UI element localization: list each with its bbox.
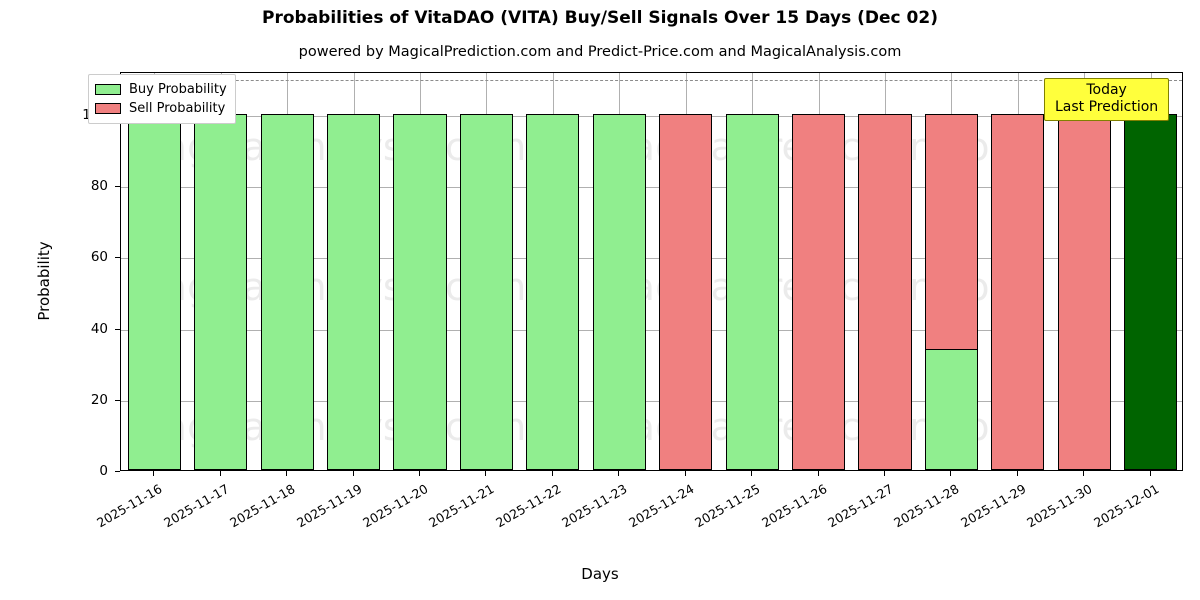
bar-buy [194, 113, 248, 470]
legend-item-sell: Sell Probability [95, 99, 227, 118]
x-axis-tick-mark [685, 471, 686, 476]
x-axis-tick-mark [286, 471, 287, 476]
x-axis-tick-mark [419, 471, 420, 476]
x-axis-tick-mark [751, 471, 752, 476]
legend-item-buy: Buy Probability [95, 80, 227, 99]
x-axis-tick-mark [1017, 471, 1018, 476]
bar-sell [792, 113, 846, 470]
y-axis-tick-label: 60 [90, 249, 108, 266]
bar-sell [991, 113, 1045, 470]
gridline-horizontal [121, 400, 1182, 402]
today-callout-line2: Last Prediction [1055, 99, 1159, 115]
bar-buy [725, 113, 779, 470]
bar-today [1124, 113, 1178, 470]
gridline-horizontal [121, 187, 1182, 188]
y-axis-tick-mark [115, 328, 120, 330]
page-title: Probabilities of VitaDAO (VITA) Buy/Sell… [262, 8, 938, 28]
x-axis-tick-mark [1150, 471, 1151, 476]
gridline-horizontal [121, 329, 1182, 331]
y-axis-title: Probability [35, 241, 53, 321]
legend-label-buy: Buy Probability [129, 82, 227, 97]
bar-sell [858, 113, 912, 470]
x-axis-tick-mark [1083, 471, 1084, 476]
bar-buy [326, 113, 381, 470]
chart-subtitle: powered by MagicalPrediction.com and Pre… [298, 44, 902, 60]
today-callout-line1: Today [1086, 82, 1127, 98]
x-axis-tick-mark [818, 471, 819, 476]
x-axis-tick-mark [353, 471, 354, 476]
y-axis-tick-mark [115, 399, 120, 401]
legend-swatch-sell-icon [95, 103, 121, 114]
x-axis-tick-mark [884, 471, 885, 476]
gridline-horizontal [121, 258, 1182, 260]
bar-sell [659, 113, 713, 470]
legend-swatch-buy-icon [95, 84, 121, 95]
gridline-horizontal [121, 115, 1182, 117]
x-axis-tick-mark [950, 471, 951, 476]
legend: Buy Probability Sell Probability [88, 74, 236, 124]
bar-sell [1057, 113, 1111, 470]
y-axis-tick-label: 40 [90, 320, 108, 337]
legend-label-sell: Sell Probability [129, 101, 226, 116]
y-axis-tick-mark [115, 471, 120, 472]
bar-buy [924, 348, 979, 470]
y-axis-tick-label: 20 [90, 391, 108, 408]
x-axis-tick-mark [552, 471, 553, 476]
bar-buy [592, 113, 646, 470]
threshold-dashed-line [121, 80, 1182, 82]
y-axis-tick-label: 0 [99, 463, 108, 479]
x-axis-tick-mark [618, 471, 619, 476]
y-axis-tick-mark [115, 186, 120, 187]
x-axis-tick-mark [153, 471, 154, 476]
bar-buy [526, 113, 580, 470]
x-axis-tick-mark [485, 471, 486, 476]
x-axis-tick-mark [220, 471, 221, 476]
bar-buy [127, 113, 181, 470]
y-axis-tick-label: 80 [90, 178, 108, 194]
bar-buy [393, 113, 447, 470]
bar-buy [459, 113, 513, 470]
x-axis-title: Days [581, 565, 619, 583]
bar-buy [260, 113, 314, 470]
y-axis-tick-mark [115, 257, 120, 259]
today-callout: Today Last Prediction [1044, 78, 1170, 121]
